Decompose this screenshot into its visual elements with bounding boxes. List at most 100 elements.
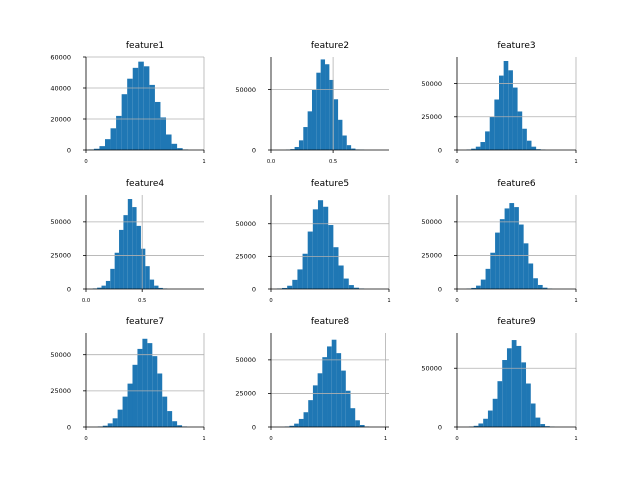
histogram-bar [316, 72, 321, 150]
histogram-bar [487, 410, 493, 427]
subplot-title: feature6 [497, 179, 535, 189]
y-tick-label: 0 [252, 423, 256, 431]
subplot-title: feature8 [311, 317, 349, 327]
y-tick-label: 0 [252, 285, 256, 293]
y-tick-label: 0 [438, 423, 442, 431]
histogram-bar [127, 78, 133, 150]
histogram-bar [287, 285, 293, 289]
histogram-bar [499, 75, 504, 150]
histogram-bar [140, 248, 146, 289]
histogram-bar [114, 252, 120, 289]
histogram-bar [528, 263, 534, 289]
histogram-bar [535, 417, 541, 427]
y-tick-label: 25000 [421, 113, 442, 121]
histogram-bar [323, 206, 329, 289]
histogram-bar [102, 425, 108, 427]
histogram-bar [338, 265, 344, 289]
histogram-bar [122, 396, 128, 427]
histogram-bar [504, 208, 510, 289]
y-tick-label: 0 [252, 146, 256, 154]
histogram-bar [545, 426, 550, 427]
histogram-bar [166, 134, 172, 150]
histogram-bar [123, 215, 128, 289]
histogram-bar [473, 425, 479, 427]
histogram-bar [294, 423, 299, 427]
y-tick-label: 50000 [421, 80, 442, 88]
histogram-bar [518, 224, 524, 289]
subplot-feature7: feature7 0 25000 50000 0 1 [50, 317, 205, 442]
histogram-bar [127, 199, 133, 289]
histogram-bar [517, 111, 523, 150]
histogram-bar [298, 418, 304, 427]
histogram-bar [136, 225, 141, 289]
y-tick-label: 50000 [50, 218, 71, 226]
histogram-bar [494, 99, 500, 150]
histogram-bar [137, 348, 143, 427]
histogram-bar [317, 373, 323, 427]
histogram-bar [290, 149, 295, 150]
histogram-bar [475, 146, 481, 150]
y-tick-label: 25000 [421, 252, 442, 260]
histogram-bar [542, 287, 548, 289]
histogram-bar [320, 59, 326, 150]
histogram-bar [298, 140, 304, 150]
histogram-bar [147, 343, 153, 427]
histogram-bar [152, 356, 158, 427]
histogram-bar [336, 353, 342, 427]
histogram-bar [157, 373, 163, 427]
y-tick-label: 0 [67, 423, 71, 431]
histogram-bar [471, 148, 476, 150]
histogram-bar [132, 364, 138, 427]
histogram-bar [149, 84, 155, 150]
histogram-bar [526, 140, 532, 150]
histogram-bar [311, 89, 317, 150]
y-tick-label: 50000 [235, 86, 256, 94]
histogram-bar [327, 346, 332, 427]
subplot-title: feature4 [126, 179, 164, 189]
y-tick-label: 25000 [50, 387, 71, 395]
histogram-bar [537, 284, 543, 289]
histogram-bar [355, 420, 360, 427]
histogram-bar [526, 383, 531, 427]
histogram-bar [127, 383, 133, 427]
histogram-bar [343, 278, 349, 289]
histogram-bar [116, 115, 122, 150]
histogram-bar [132, 67, 139, 150]
y-tick-label: 20000 [50, 115, 71, 123]
x-tick-label: 1 [574, 436, 577, 442]
y-tick-label: 50000 [421, 218, 442, 226]
y-tick-label: 25000 [235, 390, 256, 398]
histogram-bar [480, 279, 486, 289]
histogram-bar [483, 418, 488, 427]
x-tick-label: 1 [202, 436, 205, 442]
histogram-bar [530, 403, 536, 427]
histogram-bar [512, 87, 518, 150]
subplot-title: feature1 [126, 41, 164, 51]
y-tick-label: 50000 [50, 351, 71, 359]
histogram-bar [353, 287, 360, 289]
histogram-bar [531, 146, 537, 150]
histogram-bar [177, 148, 183, 150]
histogram-bar [359, 424, 365, 427]
subplot-feature5: feature5 0 25000 50000 0 1 [235, 179, 390, 304]
y-tick-label: 25000 [50, 252, 71, 260]
histogram-bar [145, 266, 150, 289]
x-tick-label: 0.5 [138, 298, 146, 304]
histogram-bar [499, 219, 505, 289]
histogram-bar [160, 117, 167, 150]
histogram-bar [149, 279, 155, 289]
histogram-bar [503, 60, 509, 150]
histogram-bar [294, 146, 299, 150]
histogram-bar [172, 421, 178, 427]
histogram-bar [167, 411, 173, 427]
histogram-bar [143, 66, 150, 150]
histogram-bar [489, 116, 495, 150]
x-tick-label: 0 [455, 298, 458, 304]
histogram-bar [105, 139, 111, 150]
subplot-feature9: feature9 0 50000 0 1 [421, 317, 577, 442]
subplot-feature8: feature8 0 25000 50000 0 1 [235, 317, 389, 442]
histogram-bar [533, 278, 538, 289]
x-tick-label: 0.0 [267, 159, 275, 165]
histogram-bar [303, 127, 308, 150]
histogram-bar [110, 268, 115, 289]
